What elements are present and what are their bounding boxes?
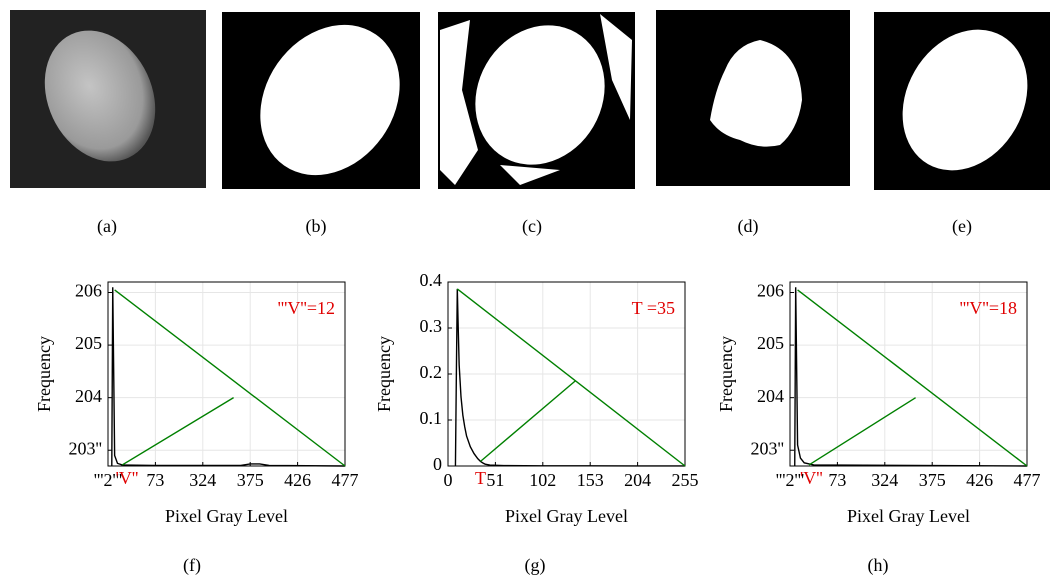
x-tick-label: 375 (919, 470, 946, 490)
threshold-label: 'V'' (116, 468, 139, 488)
annotation: '''V''=18 (960, 298, 1017, 318)
series-line (454, 288, 686, 467)
y-tick-label: 206 (757, 281, 784, 301)
mask (710, 40, 802, 147)
caption: (c) (522, 216, 542, 237)
threshold-label: T (475, 468, 486, 488)
series-line (111, 287, 346, 467)
x-tick-label: 255 (672, 470, 699, 490)
y-tick-label: 205 (757, 333, 784, 353)
y-tick-label: 205 (75, 333, 102, 353)
y-axis-label: Frequency (716, 336, 736, 412)
x-tick-label: 73 (146, 470, 164, 490)
x-tick-label: 0 (444, 470, 453, 490)
y-tick-label: 0.1 (420, 408, 443, 428)
x-tick-label: 102 (529, 470, 556, 490)
series-line (114, 289, 346, 467)
x-tick-label: 375 (237, 470, 264, 490)
caption: (h) (868, 555, 889, 576)
x-tick-label: 477 (1014, 470, 1041, 490)
x-tick-label: 204 (624, 470, 651, 490)
x-tick-label: 73 (828, 470, 846, 490)
threshold-label: 'V'' (800, 468, 823, 488)
x-tick-label: 324 (189, 470, 216, 490)
x-tick-label: 426 (966, 470, 993, 490)
series-line (808, 397, 916, 466)
caption: (d) (738, 216, 759, 237)
y-axis-label: Frequency (34, 336, 54, 412)
x-tick-label: 51 (486, 470, 504, 490)
y-tick-label: 0.3 (420, 316, 443, 336)
y-tick-label: 0.4 (420, 270, 443, 290)
x-tick-label: 153 (577, 470, 604, 490)
x-tick-label: 426 (284, 470, 311, 490)
caption: (f) (183, 555, 201, 576)
series-line (480, 380, 576, 462)
annotation: '''V''=12 (278, 298, 335, 318)
y-tick-label: 203'' (69, 438, 103, 458)
y-tick-label: 204 (757, 386, 784, 406)
y-tick-label: 203'' (751, 438, 785, 458)
noise (440, 14, 632, 185)
x-axis-label: Pixel Gray Level (165, 506, 288, 526)
caption: (e) (952, 216, 972, 237)
series-line (797, 289, 1028, 467)
caption: (g) (525, 555, 546, 576)
x-tick-label: 324 (871, 470, 898, 490)
x-axis-label: Pixel Gray Level (505, 506, 628, 526)
mask (902, 29, 1028, 171)
series-line (456, 288, 686, 467)
series-line (121, 397, 234, 466)
x-axis-label: Pixel Gray Level (847, 506, 970, 526)
caption: (a) (97, 216, 117, 237)
y-tick-label: 206 (75, 281, 102, 301)
x-tick-label: '''2''' (776, 470, 804, 490)
y-tick-label: 204 (75, 386, 102, 406)
x-tick-label: '''2''' (94, 470, 122, 490)
y-axis-label: Frequency (374, 336, 394, 412)
x-tick-label: 477 (332, 470, 359, 490)
y-tick-label: 0 (433, 454, 442, 474)
annotation: T =35 (632, 298, 675, 318)
nucleus (44, 30, 156, 162)
mask (475, 25, 605, 165)
series-line (794, 287, 1028, 467)
mask (260, 24, 400, 176)
y-tick-label: 0.2 (420, 362, 443, 382)
caption: (b) (306, 216, 327, 237)
